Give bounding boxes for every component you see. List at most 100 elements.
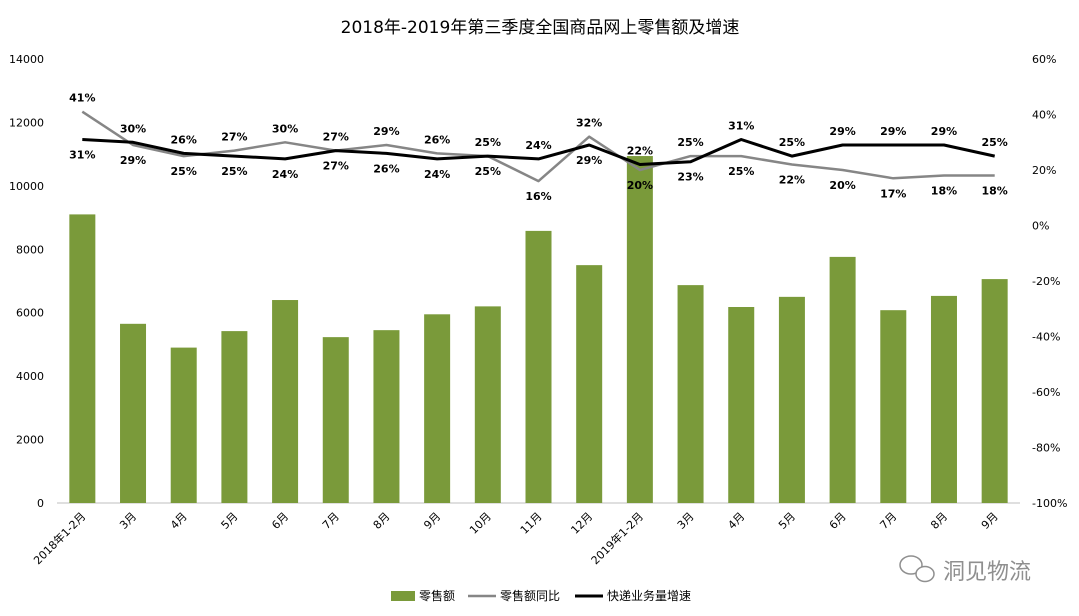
bar-series — [69, 156, 1008, 504]
left-axis-tick-label: 10000 — [9, 180, 44, 193]
retail-yoy-data-label: 29% — [373, 125, 399, 138]
category-labels: 2018年1-2月 3月 4月 5月 6月 7月 8月 9月 10月 11月 12月2019年1-2… — [31, 509, 1001, 567]
express-growth-data-label: 22% — [627, 144, 653, 157]
category-label: 7月 — [877, 510, 899, 532]
bar — [829, 256, 856, 503]
retail-yoy-data-label: 25% — [677, 136, 703, 149]
wechat-icon — [899, 555, 935, 583]
right-axis-tick-label: 0% — [1032, 220, 1049, 233]
right-axis: -100% -80% -60% -40% -20% 0% 20% 40% 60% — [1032, 53, 1067, 510]
category-label: 5月 — [219, 510, 241, 532]
data-labels: 31% 41% 30% 29% 26% 25% 25% 27% 24% 30% 27% 27% 26% 2… — [69, 92, 1008, 203]
express-growth-data-label: 24% — [525, 139, 551, 152]
category-label: 5月 — [776, 510, 798, 532]
legend-label: 快递业务量增速 — [607, 588, 691, 603]
retail-yoy-data-label: 32% — [576, 117, 602, 130]
left-axis-tick-label: 6000 — [16, 307, 44, 320]
right-axis-tick-label: -20% — [1032, 275, 1060, 288]
category-label: 7月 — [320, 510, 342, 532]
bar — [576, 265, 603, 503]
retail-yoy-data-label: 18% — [981, 185, 1007, 198]
category-label: 6月 — [827, 510, 849, 532]
left-axis: 0 2000 4000 6000 8000 10000 12000 14000 — [9, 53, 44, 510]
retail-yoy-data-label: 22% — [779, 173, 805, 186]
retail-yoy-data-label: 41% — [69, 92, 95, 105]
category-label: 8月 — [928, 510, 950, 532]
retail-yoy-line — [81, 110, 995, 183]
watermark: 洞见物流 — [899, 555, 1031, 585]
bar — [373, 330, 400, 503]
legend-label: 零售额同比 — [500, 588, 560, 603]
category-label: 3月 — [675, 510, 697, 532]
watermark-text: 洞见物流 — [943, 560, 1031, 585]
bar — [728, 307, 755, 503]
bar — [880, 310, 907, 503]
express-growth-data-label: 23% — [677, 171, 703, 184]
category-label: 6月 — [269, 510, 291, 532]
express-growth-data-label: 31% — [728, 119, 754, 132]
category-label: 2018年1-2月 — [31, 509, 89, 567]
left-axis-tick-label: 12000 — [9, 116, 44, 129]
category-label: 9月 — [979, 510, 1001, 532]
express-growth-line — [82, 138, 996, 166]
bar — [981, 279, 1008, 503]
express-growth-data-label: 30% — [120, 122, 146, 135]
category-label: 9月 — [421, 510, 443, 532]
right-axis-tick-label: 20% — [1032, 164, 1056, 177]
express-growth-data-label: 25% — [779, 136, 805, 149]
express-growth-data-label: 25% — [221, 165, 247, 178]
line-series — [81, 110, 996, 183]
bar — [677, 285, 704, 503]
express-growth-data-label: 24% — [272, 168, 298, 181]
left-axis-tick-label: 2000 — [16, 434, 44, 447]
category-label: 4月 — [725, 510, 747, 532]
left-axis-tick-label: 0 — [37, 497, 44, 510]
category-label: 10月 — [467, 510, 494, 537]
express-growth-data-label: 29% — [931, 125, 957, 138]
express-growth-data-label: 24% — [424, 168, 450, 181]
bar — [626, 156, 653, 503]
bar — [272, 300, 299, 503]
retail-yoy-data-label: 16% — [525, 190, 551, 203]
express-growth-data-label: 29% — [880, 125, 906, 138]
chart-title: 2018年-2019年第三季度全国商品网上零售额及增速 — [341, 18, 740, 38]
express-growth-data-label: 27% — [323, 131, 349, 144]
category-label: 11月 — [518, 510, 545, 537]
bar — [424, 314, 451, 503]
bar — [170, 347, 197, 503]
express-growth-data-label: 31% — [69, 148, 95, 161]
category-label: 4月 — [168, 510, 190, 532]
retail-yoy-data-label: 29% — [120, 154, 146, 167]
left-axis-tick-label: 4000 — [16, 370, 44, 383]
right-axis-tick-label: -100% — [1032, 497, 1067, 510]
express-growth-data-label: 29% — [829, 125, 855, 138]
express-growth-data-label: 26% — [373, 162, 399, 175]
bar — [221, 331, 248, 503]
bar — [120, 323, 147, 503]
left-axis-tick-label: 8000 — [16, 243, 44, 256]
bar — [930, 295, 957, 503]
retail-yoy-data-label: 20% — [829, 179, 855, 192]
bar — [69, 214, 96, 503]
legend: 零售额 零售额同比 快递业务量增速 — [391, 588, 691, 603]
retail-yoy-data-label: 27% — [323, 160, 349, 173]
right-axis-tick-label: 40% — [1032, 109, 1056, 122]
legend-label: 零售额 — [419, 588, 455, 603]
retail-yoy-data-label: 25% — [171, 165, 197, 178]
bar — [525, 230, 552, 504]
right-axis-tick-label: -60% — [1032, 386, 1060, 399]
retail-yoy-data-label: 25% — [728, 165, 754, 178]
legend-swatch-bar — [391, 591, 415, 601]
retail-yoy-data-label: 20% — [627, 179, 653, 192]
bar — [778, 296, 805, 503]
express-growth-data-label: 25% — [475, 136, 501, 149]
retail-yoy-data-label: 25% — [475, 165, 501, 178]
bar — [474, 306, 501, 503]
retail-yoy-data-label: 27% — [221, 131, 247, 144]
right-axis-tick-label: 60% — [1032, 53, 1056, 66]
bar — [322, 337, 349, 503]
retail-yoy-data-label: 26% — [424, 133, 450, 146]
right-axis-tick-label: -40% — [1032, 331, 1060, 344]
category-label: 12月 — [568, 510, 595, 537]
